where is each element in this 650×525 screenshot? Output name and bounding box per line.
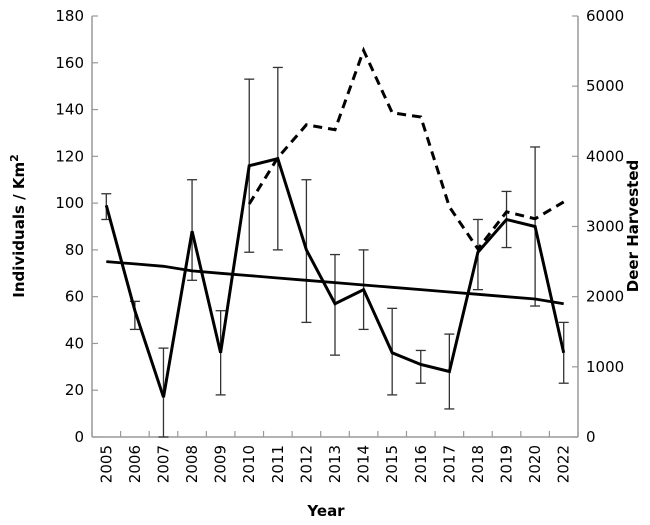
y-tick-label: 180 xyxy=(55,7,84,25)
x-tick-label: 2022 xyxy=(555,445,573,483)
marks xyxy=(101,46,569,438)
y-tick-label: 100 xyxy=(55,194,84,212)
y2-tick-label: 2000 xyxy=(586,288,624,306)
y-tick-label: 40 xyxy=(65,334,84,352)
x-tick-label: 2017 xyxy=(440,445,458,483)
x-tick-label: 2007 xyxy=(154,445,172,483)
y2-tick-label: 3000 xyxy=(586,218,624,236)
x-tick-label: 2006 xyxy=(126,445,144,483)
x-tick-label: 2016 xyxy=(412,445,430,483)
y-axis-label: Individuals / Km2 xyxy=(8,154,28,298)
series-line-deer-harvested xyxy=(247,46,565,252)
y2-tick-label: 1000 xyxy=(586,358,624,376)
trend-line xyxy=(106,260,564,306)
x-tick-label: 2011 xyxy=(269,445,287,483)
x-tick-label: 2008 xyxy=(183,445,201,483)
error-bar xyxy=(415,349,426,384)
y-tick-label: 160 xyxy=(55,54,84,72)
x-tick-label: 2013 xyxy=(326,445,344,483)
y-tick-label: 60 xyxy=(65,288,84,306)
x-tick-label: 2010 xyxy=(240,445,258,483)
y2-tick-label: 6000 xyxy=(586,7,624,25)
y-tick-label: 120 xyxy=(55,147,84,165)
x-tick-label: 2018 xyxy=(469,445,487,483)
y2-tick-label: 5000 xyxy=(586,77,624,95)
x-axis-label: Year xyxy=(306,502,345,520)
error-bar xyxy=(558,321,569,384)
x-tick-label: 2005 xyxy=(97,445,115,483)
x-tick-label: 2009 xyxy=(212,445,230,483)
x-tick-label: 2020 xyxy=(526,445,544,483)
y-tick-label: 80 xyxy=(65,241,84,259)
x-tick-label: 2014 xyxy=(355,445,373,483)
y-tick-label: 140 xyxy=(55,101,84,119)
error-bar xyxy=(187,179,198,281)
y-tick-label: 0 xyxy=(74,428,84,446)
axes: 0 20 40 60 80 100 120 140 160 180 0 1000 2000 3000 400… xyxy=(55,7,624,483)
series-line-density xyxy=(104,156,566,398)
x-tick-label: 2019 xyxy=(498,445,516,483)
y2-tick-label: 0 xyxy=(586,428,596,446)
x-tick-label: 2012 xyxy=(297,445,315,483)
x-tick-label: 2015 xyxy=(383,445,401,483)
y-tick-label: 20 xyxy=(65,381,84,399)
y2-axis-label: Deer Harvested xyxy=(624,160,642,292)
y2-tick-label: 4000 xyxy=(586,147,624,165)
